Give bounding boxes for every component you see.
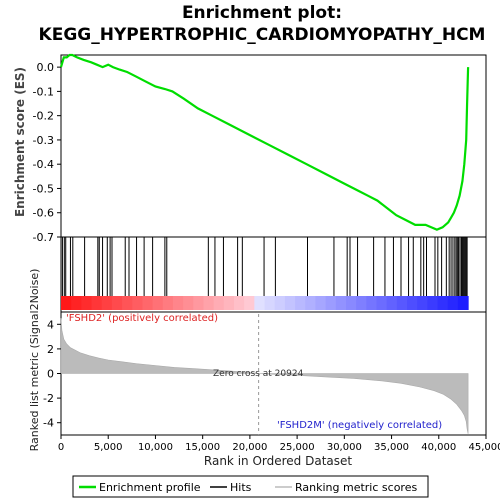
rank-color-segment [71, 296, 82, 310]
rank-color-segment [214, 296, 225, 310]
negative-correlation-label: 'FSHD2M' (negatively correlated) [277, 420, 442, 431]
legend-label-ranking-metric: Ranking metric scores [295, 481, 417, 494]
positive-correlation-label: 'FSHD2' (positively correlated) [66, 313, 218, 324]
rank-xtick-label: 25,000 [280, 442, 315, 453]
rank-xtick-label: 35,000 [374, 442, 409, 453]
es-ytick-label: -0.6 [33, 207, 54, 220]
legend: Enrichment profile Hits Ranking metric s… [73, 476, 428, 497]
chart-title-line2: KEGG_HYPERTROPHIC_CARDIOMYOPATHY_HCM [39, 25, 486, 45]
rank-xtick-label: 40,000 [421, 442, 456, 453]
rank-color-segment [397, 296, 408, 310]
rank-xtick-label: 5,000 [94, 442, 123, 453]
legend-label-hits: Hits [230, 481, 252, 494]
es-ytick-label: -0.5 [33, 182, 54, 195]
chart-title-line1: Enrichment plot: [182, 3, 342, 23]
rank-xtick-label: 30,000 [327, 442, 362, 453]
es-ytick-label: -0.7 [33, 231, 54, 244]
rank-color-segment [224, 296, 235, 310]
rank-color-segment [275, 296, 286, 310]
rank-color-segment [102, 296, 113, 310]
rank-color-segment [265, 296, 276, 310]
es-ytick-label: 0.0 [37, 61, 55, 74]
rank-color-segment [163, 296, 174, 310]
metric-panel: 4 2 0 -2 -4 0 5,000 10,000 15,000 20,000 25,000 30,… [43, 312, 500, 453]
rank-color-segment [458, 296, 469, 310]
rank-color-segment [203, 296, 214, 310]
hits-panel [61, 237, 486, 312]
rank-color-segment [112, 296, 123, 310]
rank-xtick-label: 15,000 [185, 442, 220, 453]
rank-xtick-label: 45,000 [469, 442, 500, 453]
rank-color-segment [366, 296, 377, 310]
metric-axis-label: Ranked list metric (Signal2Noise) [28, 269, 41, 452]
rank-color-segment [336, 296, 347, 310]
rank-color-segment [132, 296, 143, 310]
rank-color-segment [81, 296, 92, 310]
rank-color-segment [387, 296, 398, 310]
rank-color-segment [153, 296, 164, 310]
rank-color-segment [61, 296, 72, 310]
rank-color-segment [356, 296, 367, 310]
es-ytick-label: -0.3 [33, 134, 54, 147]
es-ytick-label: -0.2 [33, 110, 54, 123]
rank-color-segment [142, 296, 153, 310]
rank-color-segment [295, 296, 306, 310]
metric-ytick-label: -4 [43, 417, 54, 430]
legend-label-enrichment-profile: Enrichment profile [99, 481, 201, 494]
metric-ytick-label: -2 [43, 392, 54, 405]
rank-color-segment [376, 296, 387, 310]
es-axis-label: Enrichment score (ES) [13, 67, 27, 217]
rank-color-segment [417, 296, 428, 310]
rank-xtick-label: 20,000 [232, 442, 267, 453]
rank-color-segment [244, 296, 255, 310]
metric-ytick-label: 4 [47, 318, 54, 331]
rank-color-segment [285, 296, 296, 310]
rank-color-segment [254, 296, 265, 310]
rank-xtick-label: 10,000 [138, 442, 173, 453]
rank-color-segment [122, 296, 133, 310]
rank-color-segment [427, 296, 438, 310]
rank-color-segment [234, 296, 245, 310]
rank-color-segment [173, 296, 184, 310]
es-ytick-label: -0.4 [33, 158, 54, 171]
rank-color-segment [92, 296, 103, 310]
es-ytick-label: -0.1 [33, 85, 54, 98]
rank-color-segment [193, 296, 204, 310]
metric-ytick-label: 0 [47, 368, 54, 381]
rank-color-segment [315, 296, 326, 310]
es-panel: 0.0 -0.1 -0.2 -0.3 -0.4 -0.5 -0.6 -0.7 [33, 55, 486, 244]
rank-color-segment [346, 296, 357, 310]
rank-color-segment [448, 296, 459, 310]
zero-cross-label: Zero cross at 20924 [213, 369, 304, 379]
rank-color-segment [407, 296, 418, 310]
rank-color-segment [438, 296, 449, 310]
metric-ytick-label: 2 [47, 343, 54, 356]
rank-xtick-label: 0 [58, 442, 64, 453]
rank-color-segment [326, 296, 337, 310]
rank-axis-label: Rank in Ordered Dataset [204, 454, 352, 468]
rank-color-segment [305, 296, 316, 310]
rank-color-segment [183, 296, 194, 310]
